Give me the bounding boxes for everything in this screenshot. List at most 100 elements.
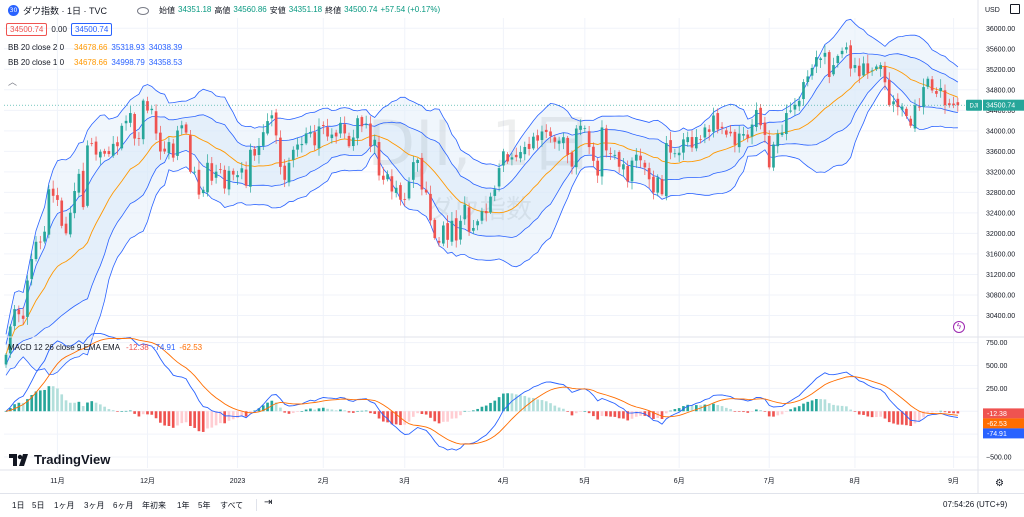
candle-body	[334, 132, 338, 137]
macd-line-value: -74.91	[152, 343, 176, 352]
candle-body	[720, 126, 724, 129]
timeframe-5d[interactable]: 5日	[32, 501, 45, 510]
timeframe-1y[interactable]: 1年	[177, 501, 190, 510]
lock-icon[interactable]	[1010, 4, 1020, 14]
candle-body	[30, 259, 34, 279]
macd-hist-bar	[510, 393, 514, 412]
macd-hist-bar	[827, 403, 831, 412]
bb2-basis: 34678.66	[74, 43, 108, 52]
candle-body	[450, 220, 454, 242]
candle-body	[926, 78, 930, 87]
macd-hist-bar	[377, 411, 381, 419]
macd-hist-bar	[381, 411, 385, 422]
collapse-legend-icon[interactable]: ︿	[8, 77, 18, 87]
candle-body	[497, 168, 501, 187]
macd-hist-bar	[832, 404, 835, 412]
macd-hist-bar	[167, 411, 171, 427]
timeframe-1d[interactable]: 1日	[12, 501, 25, 510]
candle-body	[261, 132, 265, 146]
candle-body	[896, 98, 900, 108]
eye-icon[interactable]	[137, 6, 150, 15]
candle-body	[686, 137, 690, 143]
candle-body	[785, 113, 788, 135]
macd-hist-bar	[309, 408, 312, 412]
timeframe-3m[interactable]: 3ヶ月	[84, 501, 105, 510]
candle-body	[489, 196, 492, 213]
macd-hist-bar	[716, 405, 720, 412]
macd-hist-bar	[544, 401, 548, 412]
time-axis-label: 2月	[318, 477, 329, 485]
macd-hist-bar	[330, 409, 334, 412]
bb1-basis: 34678.66	[74, 58, 108, 67]
macd-hist-bar	[244, 411, 248, 417]
macd-hist-bar	[51, 386, 55, 412]
timeframe-5y[interactable]: 5年	[198, 501, 211, 510]
bb1-legend[interactable]: BB 20 close 1 0 34678.66 34998.79 34358.…	[8, 58, 182, 67]
macd-hist-bar	[201, 411, 205, 432]
candle-body	[909, 118, 913, 126]
candle-body	[287, 162, 291, 183]
candle-body	[519, 152, 522, 159]
candle-body	[223, 169, 226, 189]
candle-body	[935, 91, 938, 94]
macd-hist-bar	[360, 410, 364, 412]
candle-body	[60, 200, 64, 226]
timeframe-all[interactable]: すべて	[220, 501, 244, 510]
macd-hist-bar	[219, 411, 222, 424]
candle-body	[407, 181, 411, 199]
candle-body	[939, 87, 943, 92]
macd-hist-bar	[60, 394, 64, 412]
macd-hist-bar	[630, 411, 634, 419]
macd-hist-bar	[694, 405, 698, 412]
macd-hist-bar	[159, 411, 162, 423]
buy-button[interactable]: 34500.74	[70, 23, 113, 36]
candle-body	[806, 76, 810, 83]
date-range-icon[interactable]: ⇥	[264, 497, 273, 508]
macd-hist-bar	[892, 411, 895, 424]
candle-body	[853, 65, 857, 69]
time-axis-label: 6月	[674, 477, 685, 485]
macd-hist-bar	[364, 410, 368, 412]
candle-body	[947, 103, 951, 106]
candle-body	[660, 179, 664, 195]
macd-hist-bar	[557, 407, 561, 412]
bb2-upper: 35318.93	[111, 43, 145, 52]
candle-body	[549, 131, 552, 137]
candle-body	[476, 221, 479, 226]
symbol-title[interactable]: ダウ指数 · 1日 · TVC	[23, 6, 108, 16]
candle-body	[634, 154, 638, 161]
sell-button[interactable]: 34500.74	[6, 23, 48, 36]
timeframe-6m[interactable]: 6ヶ月	[113, 501, 134, 510]
candle-body	[699, 139, 702, 141]
candle-body	[596, 160, 600, 176]
macd-hist-bar	[502, 393, 505, 412]
candle-body	[609, 153, 612, 154]
high-label: 高値	[214, 6, 231, 15]
currency-label[interactable]: USD	[985, 7, 1000, 14]
gear-icon[interactable]: ⚙	[995, 478, 1004, 489]
bb2-legend[interactable]: BB 20 close 2 0 34678.66 35318.93 34038.…	[8, 43, 182, 52]
macd-signal-value: -62.53	[179, 343, 203, 352]
candle-body	[300, 143, 304, 146]
candle-body	[167, 142, 171, 154]
macd-hist-bar	[313, 409, 317, 412]
candles	[4, 40, 960, 368]
timeframe-ytd[interactable]: 年初来	[142, 501, 166, 510]
price-axis-label: 33200.00	[986, 169, 1015, 176]
candle-body	[694, 137, 698, 149]
candle-body	[755, 109, 758, 128]
alert-icon[interactable]: ϟ	[953, 321, 965, 333]
candle-body	[707, 129, 711, 132]
macd-hist-bar	[347, 411, 351, 413]
candle-body	[802, 82, 805, 100]
candle-body	[411, 162, 415, 180]
watermark-name: ダウ指数	[428, 195, 532, 225]
candle-body	[416, 159, 419, 164]
macd-hist-bar	[304, 409, 308, 412]
macd-hist-bar	[296, 411, 299, 412]
macd-legend[interactable]: MACD 12 26 close 9 EMA EMA -12.38 -74.91…	[8, 343, 202, 352]
candle-body	[442, 225, 445, 244]
macd-hist-bar	[34, 391, 38, 412]
timeframe-1m[interactable]: 1ヶ月	[54, 501, 75, 510]
